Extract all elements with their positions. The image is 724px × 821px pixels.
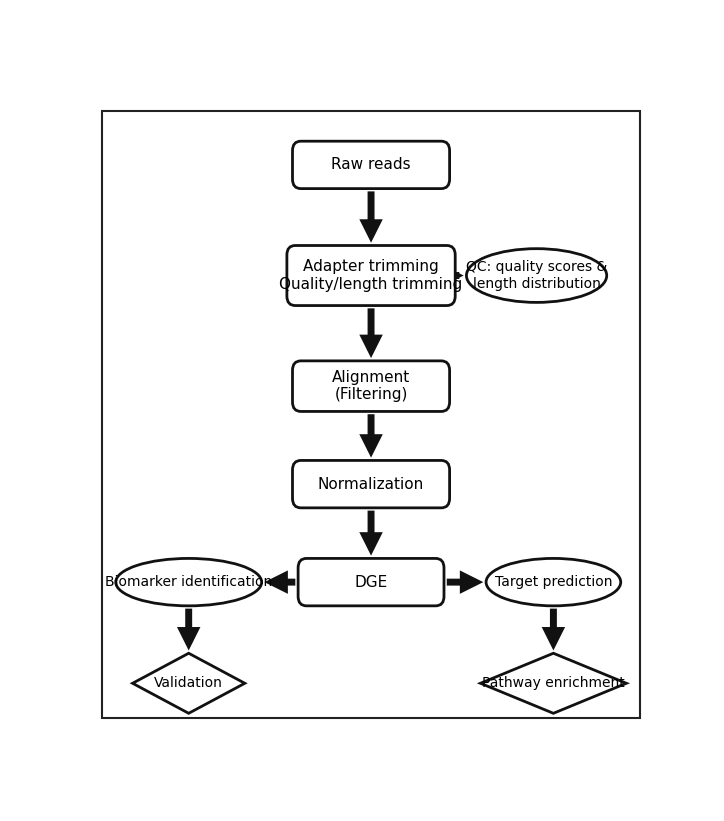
Text: Target prediction: Target prediction: [494, 576, 613, 589]
FancyBboxPatch shape: [298, 558, 444, 606]
Text: Validation: Validation: [154, 677, 223, 690]
FancyBboxPatch shape: [292, 141, 450, 189]
FancyBboxPatch shape: [292, 461, 450, 508]
Polygon shape: [132, 654, 245, 713]
Text: Alignment
(Filtering): Alignment (Filtering): [332, 370, 411, 402]
Text: Adapter trimming
Quality/length trimming: Adapter trimming Quality/length trimming: [279, 259, 463, 291]
Text: Raw reads: Raw reads: [332, 158, 411, 172]
Ellipse shape: [486, 558, 620, 606]
Text: Biomarker identification: Biomarker identification: [105, 576, 272, 589]
FancyBboxPatch shape: [287, 245, 455, 305]
Text: QC: quality scores &
length distribution: QC: quality scores & length distribution: [466, 260, 607, 291]
Polygon shape: [481, 654, 626, 713]
Ellipse shape: [466, 249, 607, 302]
Text: Pathway enrichment: Pathway enrichment: [482, 677, 625, 690]
Text: Normalization: Normalization: [318, 477, 424, 492]
Ellipse shape: [116, 558, 261, 606]
Text: DGE: DGE: [355, 575, 387, 589]
FancyBboxPatch shape: [292, 361, 450, 411]
